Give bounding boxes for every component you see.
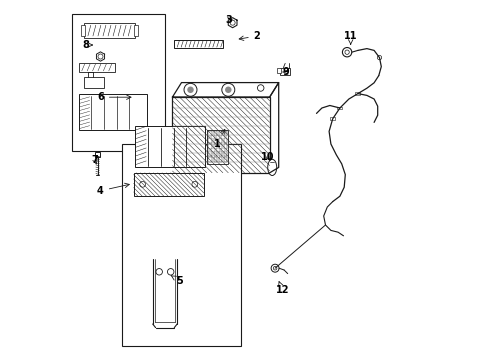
Text: 11: 11 xyxy=(343,31,357,44)
Bar xyxy=(213,138,217,143)
Bar xyxy=(79,94,147,130)
Bar xyxy=(208,138,212,143)
Bar xyxy=(276,68,281,73)
Ellipse shape xyxy=(267,159,276,175)
Text: 2: 2 xyxy=(239,31,260,41)
Bar xyxy=(218,138,222,143)
Bar xyxy=(208,131,212,136)
Bar xyxy=(206,130,228,164)
Bar xyxy=(213,131,217,136)
Bar xyxy=(208,151,212,156)
Text: 5: 5 xyxy=(171,276,183,286)
Text: 1: 1 xyxy=(214,129,224,149)
Bar xyxy=(84,23,134,38)
Bar xyxy=(79,63,115,72)
Text: 4: 4 xyxy=(97,183,129,196)
Bar xyxy=(218,131,222,136)
Bar xyxy=(218,157,222,162)
Bar xyxy=(172,97,269,173)
Bar xyxy=(213,144,217,149)
Bar xyxy=(213,151,217,156)
Bar xyxy=(122,144,241,346)
Bar xyxy=(355,92,360,95)
Bar xyxy=(208,157,212,162)
Bar xyxy=(208,144,212,149)
Bar xyxy=(279,68,289,75)
Bar xyxy=(95,152,101,157)
Bar xyxy=(218,151,222,156)
Bar xyxy=(223,151,227,156)
Bar xyxy=(223,131,227,136)
Bar xyxy=(218,144,222,149)
Bar xyxy=(133,173,203,196)
Bar xyxy=(134,126,204,167)
Circle shape xyxy=(224,86,231,93)
Circle shape xyxy=(187,86,193,93)
Text: 12: 12 xyxy=(275,282,288,295)
Bar xyxy=(81,25,85,36)
Text: 6: 6 xyxy=(97,92,131,102)
Bar xyxy=(72,14,165,151)
Bar xyxy=(223,138,227,143)
Bar xyxy=(329,117,335,120)
Text: 10: 10 xyxy=(261,152,274,162)
Bar xyxy=(213,157,217,162)
Bar xyxy=(174,40,223,48)
Bar xyxy=(223,157,227,162)
Text: 8: 8 xyxy=(82,40,92,50)
Bar xyxy=(223,144,227,149)
Bar xyxy=(134,25,138,36)
Text: 3: 3 xyxy=(224,15,232,25)
Bar xyxy=(84,77,104,88)
Text: 9: 9 xyxy=(282,67,289,77)
Bar xyxy=(337,107,342,109)
Text: 7: 7 xyxy=(92,155,98,165)
